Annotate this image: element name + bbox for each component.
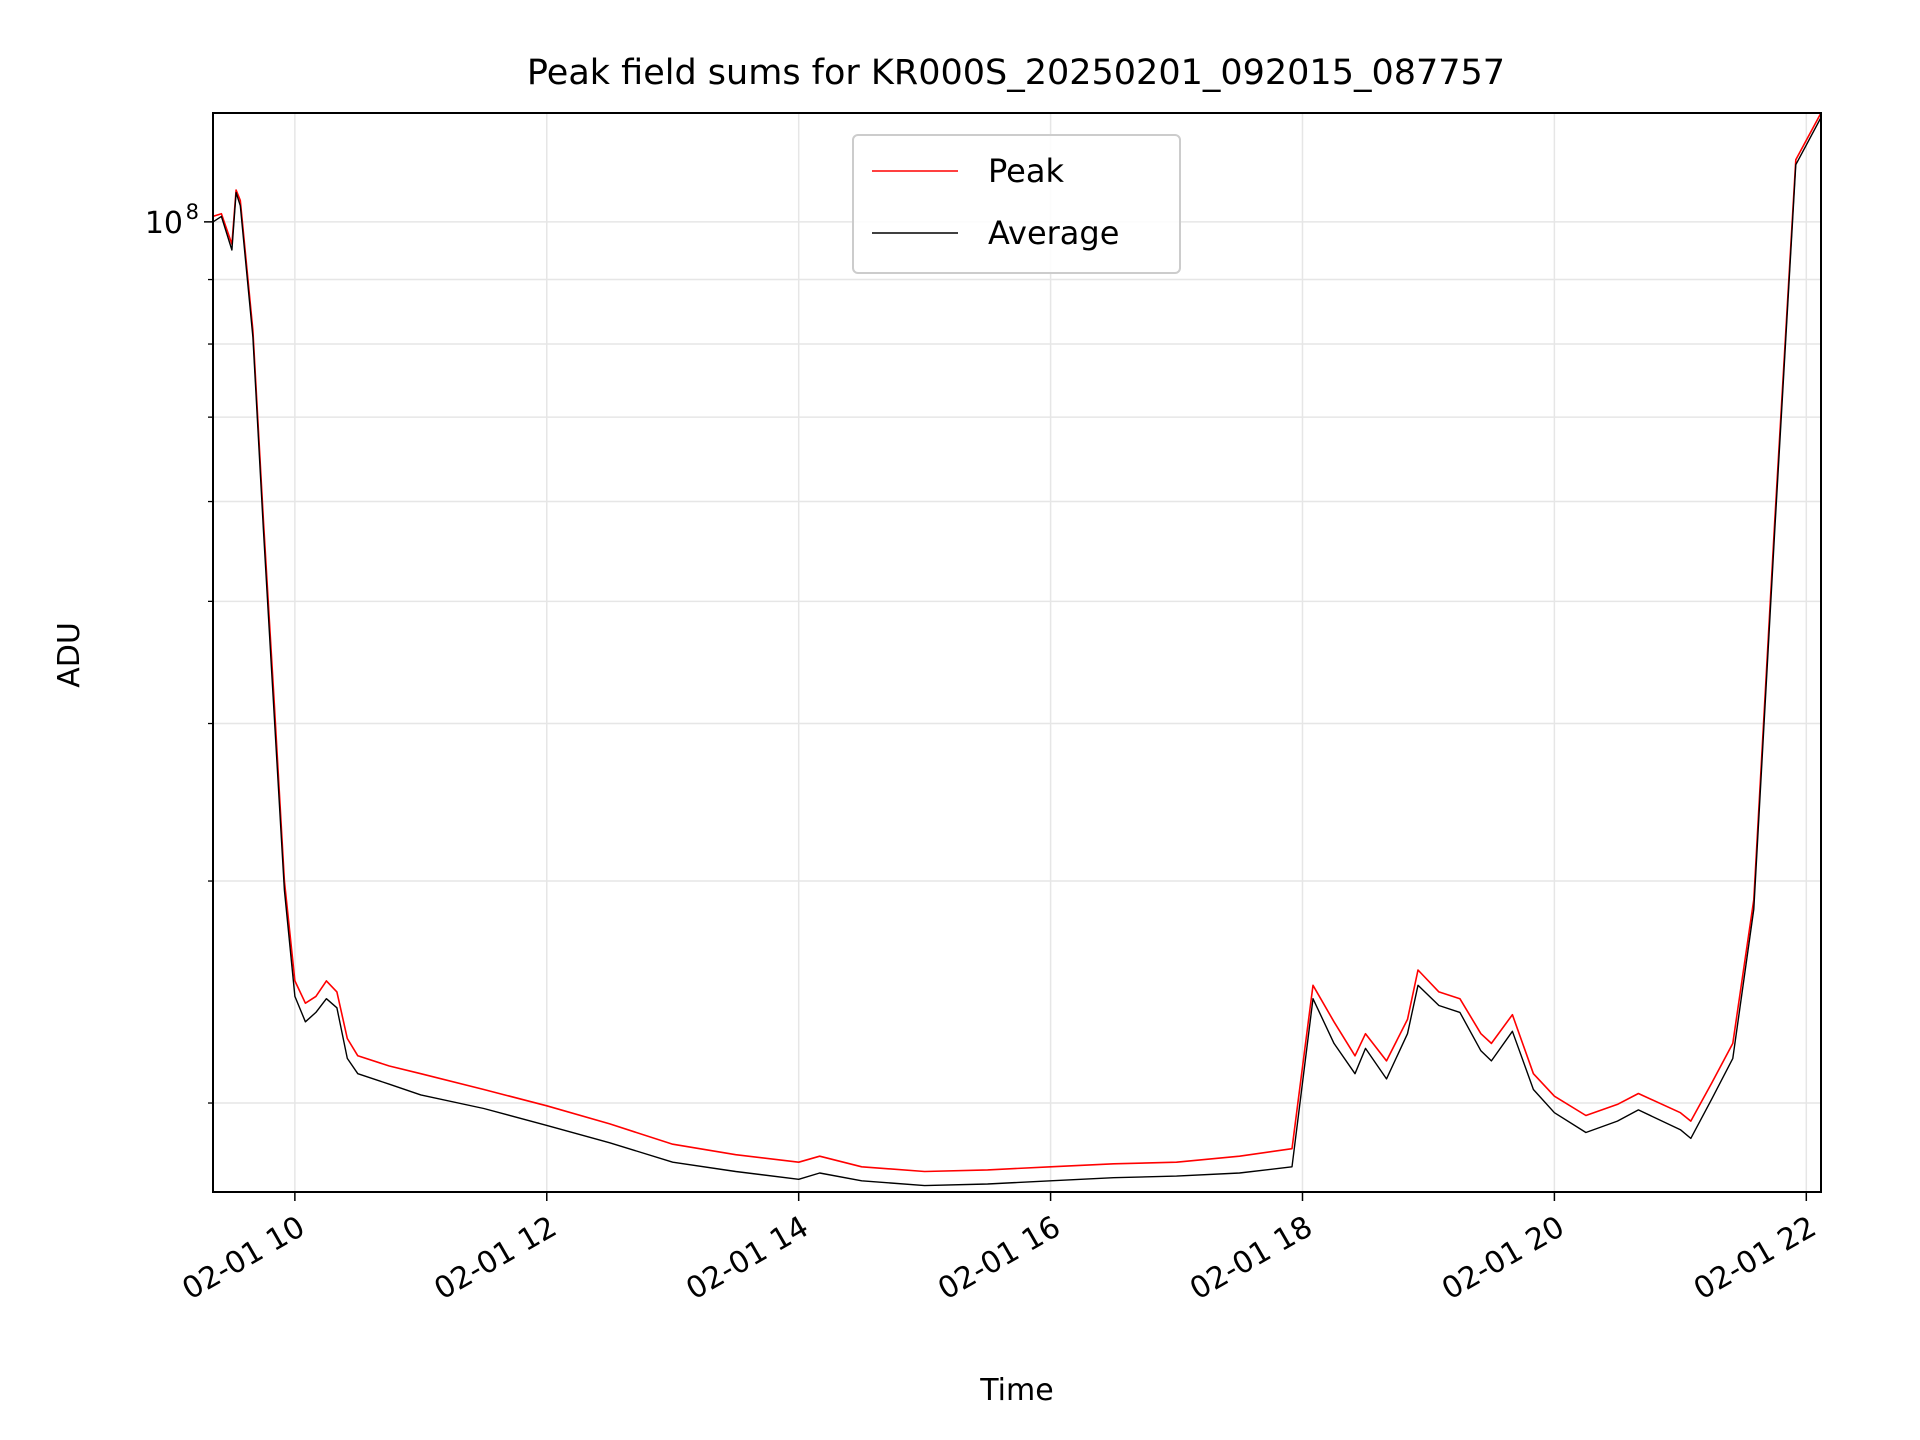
- legend-label-peak: Peak: [988, 152, 1064, 190]
- legend-label-average: Average: [988, 214, 1119, 252]
- plot-frame: [212, 112, 1822, 1193]
- grid: [213, 113, 1821, 1192]
- chart-title: Peak field sums for KR000S_20250201_0920…: [527, 53, 1505, 93]
- y-tick-label: 10: [145, 206, 183, 241]
- legend: Peak Average: [852, 134, 1181, 274]
- y-axis-label: ADU: [52, 622, 87, 688]
- series-line-peak: [213, 113, 1821, 1173]
- x-axis-label: Time: [979, 1373, 1053, 1408]
- y-tick-exponent: 8: [186, 200, 199, 224]
- y-axis: 10 8: [145, 200, 213, 1104]
- series-line-average: [213, 117, 1821, 1187]
- series-layer: [213, 113, 1821, 1187]
- legend-box: [852, 134, 1181, 274]
